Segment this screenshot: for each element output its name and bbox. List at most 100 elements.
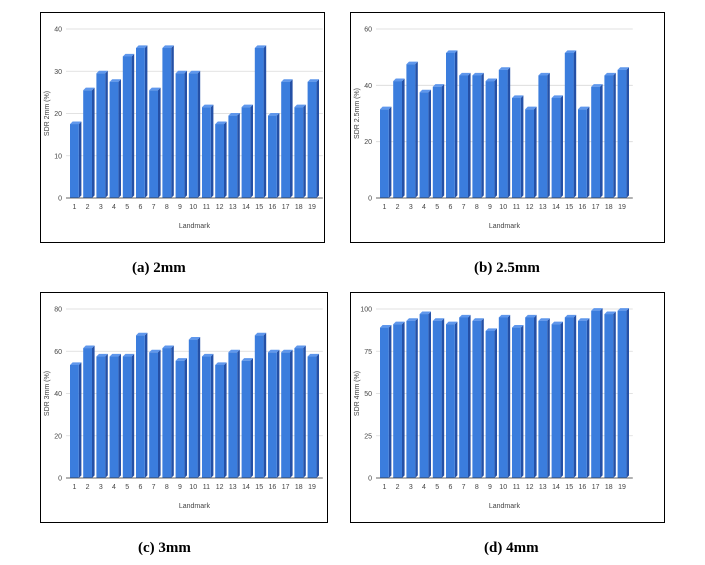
bar-top [551,321,563,325]
bar-top [122,353,135,357]
y-tick-label: 0 [368,476,372,483]
y-tick-label: 20 [54,433,62,440]
x-tick-label: 6 [138,484,142,491]
x-tick-label: 6 [448,204,452,211]
bar-top [122,53,135,57]
bar [591,86,600,198]
x-axis-title: Landmark [489,503,521,510]
bar-top [136,45,148,49]
bar [175,360,185,478]
bar-side [494,328,497,478]
bar [268,115,277,198]
bar-top [578,106,590,110]
bar-side [468,314,471,478]
x-tick-label: 6 [138,204,142,211]
bar-top [241,358,253,361]
bar-top [281,349,293,353]
x-tick-label: 18 [295,484,303,491]
x-tick-label: 8 [475,204,479,211]
bar-top [109,353,121,357]
bar [228,115,238,198]
bar-top [617,308,629,311]
bar-side [520,95,524,198]
x-tick-label: 14 [552,484,560,491]
bar-top [175,70,187,74]
bar [281,352,290,478]
bar-top [109,79,121,82]
bar-side [441,84,445,198]
bar-top [83,87,95,91]
bar-side [560,321,563,478]
x-tick-label: 12 [526,204,534,211]
bar-side [520,324,524,478]
bar-top [604,311,616,315]
x-tick-label: 4 [112,204,116,211]
bar-top [591,308,603,311]
bar-side [560,95,563,198]
bar [512,98,521,198]
bar-top [228,113,240,116]
x-tick-label: 1 [382,204,386,211]
bar-side [600,308,603,478]
x-tick-label: 8 [165,484,169,491]
x-tick-label: 12 [526,484,534,491]
x-tick-label: 1 [382,484,386,491]
bar-side [237,113,240,198]
x-tick-label: 12 [216,484,224,491]
bar [136,335,145,478]
bar-side [171,45,174,198]
bar-top [188,337,201,340]
bar-side [402,78,405,198]
bar-side [224,362,227,478]
bar-top [406,61,418,65]
y-tick-label: 80 [54,307,62,314]
bar-side [78,362,82,478]
bar [215,364,224,478]
bar-side [316,353,319,478]
x-tick-label: 13 [229,484,237,491]
bar [241,107,251,198]
bar-top [512,324,524,328]
x-tick-label: 1 [72,484,76,491]
bar [70,364,79,478]
x-tick-label: 5 [435,204,439,211]
bar [83,348,92,478]
x-tick-label: 8 [165,204,169,211]
bar-side [454,321,458,478]
bar [122,56,132,199]
x-tick-label: 19 [308,484,316,491]
bar [617,69,627,198]
bar-side [197,337,201,478]
bar-side [402,321,405,478]
bar-top [202,104,214,108]
x-tick-label: 12 [216,204,224,211]
bar-top [446,50,458,53]
bar [551,324,561,478]
bar-side [441,318,445,478]
caption-b: (b) 2.5mm [474,260,540,276]
bar-top [136,332,148,336]
bar-side [613,311,616,478]
bar-side [600,84,603,198]
bar-top [432,318,445,321]
bar [432,320,442,478]
bar-side [92,345,95,478]
x-tick-label: 18 [605,204,613,211]
bar-side [547,72,550,198]
bar-side [428,311,431,478]
x-tick-label: 17 [282,204,290,211]
bar-top [268,349,280,353]
x-tick-label: 14 [242,484,250,491]
y-tick-label: 0 [58,476,62,483]
bar [432,86,442,198]
x-tick-label: 4 [112,484,116,491]
bar [604,314,614,478]
y-tick-label: 100 [360,307,372,314]
bar [149,352,158,478]
bar-side [626,308,629,478]
y-tick-label: 10 [54,153,62,160]
bar [175,73,185,198]
bar [281,81,290,198]
bar [512,327,521,478]
